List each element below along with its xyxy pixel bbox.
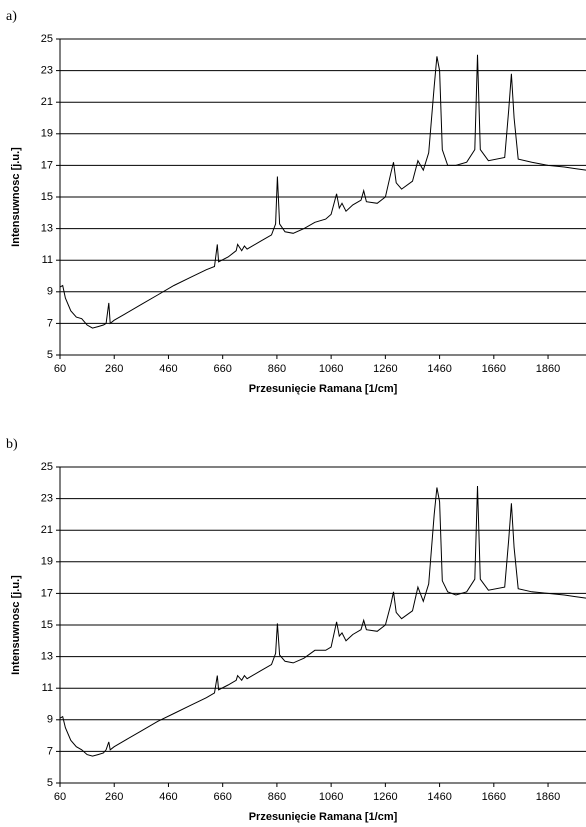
x-tick-label: 860 [268,363,286,375]
x-tick-label: 860 [268,791,286,803]
x-tick-label: 60 [54,791,66,803]
y-tick-label: 7 [47,745,53,757]
y-tick-label: 25 [41,33,53,45]
y-tick-label: 19 [41,556,53,568]
y-axis-title: Intensuwnosc [j.u.] [10,575,22,675]
y-tick-label: 9 [47,286,53,298]
x-tick-label: 260 [105,791,123,803]
x-tick-label: 1260 [373,791,397,803]
y-tick-label: 11 [42,254,53,266]
y-tick-label: 17 [41,159,53,171]
x-tick-label: 1660 [482,363,506,375]
y-tick-label: 17 [41,587,53,599]
x-tick-label: 460 [159,791,177,803]
y-tick-label: 5 [47,349,53,361]
y-axis-title: Intensuwnosc [j.u.] [10,147,22,247]
y-tick-label: 23 [41,65,53,77]
y-tick-label: 15 [41,191,53,203]
y-tick-label: 9 [47,714,53,726]
x-tick-label: 1060 [319,363,343,375]
x-tick-label: 660 [214,363,232,375]
x-tick-label: 1460 [427,363,451,375]
y-tick-label: 13 [41,651,53,663]
x-tick-label: 1860 [536,363,560,375]
y-tick-label: 13 [41,223,53,235]
y-tick-label: 7 [47,317,53,329]
x-tick-label: 1260 [373,363,397,375]
x-tick-label: 660 [214,791,232,803]
y-tick-label: 25 [41,461,53,473]
x-axis-title: Przesunięcie Ramana [1/cm] [249,383,398,395]
y-tick-label: 23 [41,493,53,505]
y-tick-label: 21 [41,524,53,536]
x-tick-label: 1660 [482,791,506,803]
x-tick-label: 60 [54,363,66,375]
x-axis-title: Przesunięcie Ramana [1/cm] [249,811,398,823]
y-tick-label: 19 [41,128,53,140]
spectrum-line [59,54,586,329]
y-tick-label: 21 [41,96,53,108]
panel-label: b) [6,437,18,452]
panel-label: a) [6,9,17,24]
x-tick-label: 1060 [319,791,343,803]
x-tick-label: 260 [105,363,123,375]
x-tick-label: 460 [159,363,177,375]
y-tick-label: 5 [47,777,53,789]
spectrum-line [59,485,586,757]
x-tick-label: 1860 [536,791,560,803]
y-tick-label: 15 [41,619,53,631]
y-tick-label: 11 [42,682,53,694]
x-tick-label: 1460 [427,791,451,803]
